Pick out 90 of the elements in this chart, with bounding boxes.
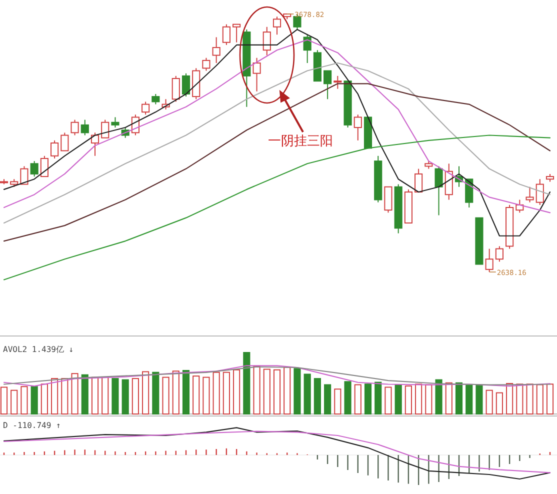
- bar: [466, 384, 473, 414]
- bar: [142, 371, 150, 414]
- candlestick: [354, 114, 362, 141]
- bar: [30, 386, 38, 414]
- candlestick: [152, 93, 160, 105]
- bar: [294, 368, 301, 414]
- bar: [10, 390, 18, 414]
- chart-title: AVOL2 1.439亿 ↓: [3, 345, 74, 354]
- candlestick: [101, 119, 110, 138]
- bar: [314, 378, 321, 414]
- candlestick: [485, 248, 494, 272]
- bar: [132, 378, 139, 414]
- candlestick: [80, 119, 89, 136]
- bar: [334, 388, 342, 414]
- bar: [20, 386, 28, 414]
- candlestick: [526, 186, 534, 203]
- bar: [526, 384, 534, 414]
- candlestick: [202, 57, 210, 72]
- bar: [324, 384, 332, 414]
- candlestick: [434, 166, 443, 216]
- bar: [476, 384, 483, 414]
- bar: [374, 382, 382, 414]
- candlestick: [536, 178, 544, 206]
- bar: [455, 382, 463, 414]
- bar: [152, 372, 160, 414]
- candlestick: [60, 132, 69, 152]
- bar: [486, 390, 493, 414]
- bar: [61, 378, 68, 414]
- candlestick: [272, 16, 282, 36]
- candlestick: [324, 70, 332, 100]
- bar: [81, 374, 88, 414]
- bar: [40, 384, 48, 414]
- annotation: 一阴挂三阳: [268, 134, 333, 149]
- candlestick: [111, 116, 120, 128]
- bar: [384, 386, 392, 414]
- bar: [435, 379, 442, 414]
- bar: [172, 370, 180, 414]
- candlestick: [414, 168, 423, 193]
- bar: [404, 385, 412, 414]
- bar: [354, 384, 362, 414]
- bar: [364, 384, 372, 414]
- bar: [425, 384, 432, 414]
- candlestick: [495, 246, 504, 262]
- bar: [496, 392, 503, 414]
- candlestick: [212, 36, 220, 64]
- candlestick: [222, 24, 230, 46]
- bar: [506, 383, 514, 414]
- bar: [546, 384, 554, 414]
- bar: [0, 386, 8, 414]
- bar: [536, 384, 544, 414]
- bar: [51, 378, 58, 414]
- bar: [304, 374, 311, 414]
- candlestick: [40, 155, 48, 178]
- candlestick: [182, 72, 190, 98]
- candlestick: [384, 186, 392, 214]
- candlestick: [70, 119, 79, 136]
- bar: [192, 376, 200, 414]
- bar: [415, 384, 422, 414]
- bar: [445, 382, 452, 414]
- bar: [284, 366, 291, 414]
- candlestick: [334, 75, 342, 90]
- bar: [71, 373, 78, 414]
- bar: [91, 376, 99, 414]
- chart-title: D -110.749 ↑: [3, 421, 61, 430]
- candlestick: [20, 166, 28, 185]
- candlestick: [30, 160, 38, 178]
- bar: [222, 372, 230, 414]
- candlestick: [172, 75, 180, 102]
- bar: [263, 368, 270, 414]
- candlestick: [142, 101, 150, 116]
- bar: [122, 379, 129, 414]
- bar: [516, 384, 524, 414]
- bar: [102, 376, 109, 414]
- candlestick: [232, 24, 241, 43]
- bar: [202, 376, 210, 414]
- candlestick: [252, 57, 261, 92]
- bar: [253, 366, 260, 414]
- bar: [394, 384, 402, 414]
- bar: [344, 381, 352, 414]
- bar: [112, 378, 119, 414]
- bar: [233, 369, 240, 414]
- bar: [182, 370, 190, 414]
- bar: [162, 376, 170, 414]
- candlestick: [303, 34, 312, 64]
- bar: [212, 372, 220, 414]
- candlestick: [262, 26, 271, 56]
- bar: [243, 352, 250, 414]
- candlestick: [50, 140, 59, 159]
- bar: [273, 369, 281, 414]
- candlestick: [465, 178, 474, 208]
